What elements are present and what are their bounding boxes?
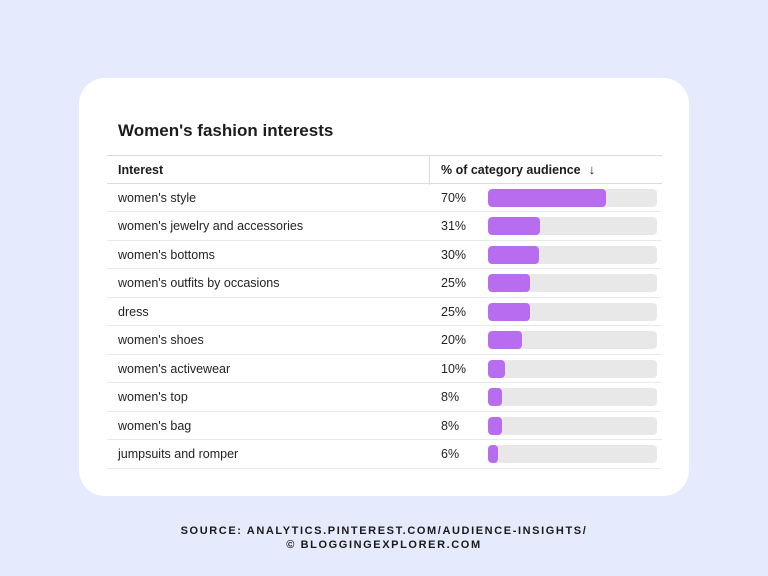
card-title: Women's fashion interests [118, 121, 334, 140]
interest-label: women's bottoms [118, 247, 215, 262]
bar-track [488, 217, 657, 235]
pct-value-label: 10% [441, 361, 467, 376]
bar-track [488, 388, 657, 406]
table-row: women's bottoms 30% [107, 241, 662, 269]
interest-label: women's style [118, 190, 197, 205]
pct-value-label: 31% [441, 219, 467, 233]
table-row: women's outfits by occasions 25% [107, 269, 662, 298]
interest-table: Interest % of category audience ↓ women's… [107, 155, 662, 469]
interest-label: women's jewelry and accessories [118, 219, 304, 233]
pct-value-label: 70% [441, 190, 467, 205]
pct-value-label: 25% [441, 276, 467, 290]
pct-column-label: % of category audience [441, 163, 581, 177]
table-header: Interest % of category audience ↓ [107, 155, 662, 185]
pct-value-label: 20% [441, 333, 467, 347]
pct-value-label: 8% [441, 418, 460, 433]
bar [488, 274, 531, 292]
bar [488, 388, 502, 406]
table-body: women's style 70% women's jewelry and acce… [107, 184, 662, 469]
bar [488, 416, 502, 435]
interest-label: women's outfits by occasions [118, 276, 280, 290]
pct-column-header[interactable]: % of category audience ↓ [441, 156, 595, 184]
interest-label: women's shoes [118, 333, 204, 347]
interest-label: women's top [118, 390, 188, 404]
pct-value-label: 30% [441, 247, 467, 262]
bar-track [488, 302, 657, 321]
bar [488, 245, 539, 264]
bar [488, 217, 541, 235]
interest-label: women's activewear [118, 361, 231, 376]
bar-track [488, 245, 657, 264]
bar-track [488, 274, 657, 292]
interest-label: jumpsuits and romper [118, 447, 239, 461]
interest-column-header: Interest [118, 163, 164, 177]
column-divider [429, 156, 430, 185]
table-row: women's activewear 10% [107, 355, 662, 383]
bar [488, 359, 505, 378]
table-row: women's jewelry and accessories 31% [107, 212, 662, 241]
interest-label: dress [118, 304, 149, 319]
bar-track [488, 188, 657, 207]
bar [488, 445, 499, 463]
bar [488, 302, 531, 321]
pct-value-label: 6% [441, 447, 460, 461]
bar [488, 188, 607, 207]
pct-value-label: 25% [441, 304, 467, 319]
bar [488, 331, 522, 349]
table-row: women's shoes 20% [107, 326, 662, 355]
bar-track [488, 416, 657, 435]
table-row: jumpsuits and romper 6% [107, 440, 662, 469]
table-row: women's top 8% [107, 383, 662, 412]
bar-track [488, 359, 657, 378]
source-line-2: © BLOGGINGEXPLORER.COM [286, 539, 482, 551]
bar-track [488, 331, 657, 349]
table-row: women's style 70% [107, 184, 662, 212]
interest-label: women's bag [118, 418, 192, 433]
table-row: dress 25% [107, 298, 662, 326]
bar-track [488, 445, 657, 463]
source-line-1: SOURCE: ANALYTICS.PINTEREST.COM/AUDIENCE… [180, 525, 588, 537]
pct-value-label: 8% [441, 390, 460, 404]
chart-card: Women's fashion interests Interest % of … [79, 78, 689, 496]
table-row: women's bag 8% [107, 412, 662, 440]
arrow-down-icon[interactable]: ↓ [588, 162, 596, 177]
